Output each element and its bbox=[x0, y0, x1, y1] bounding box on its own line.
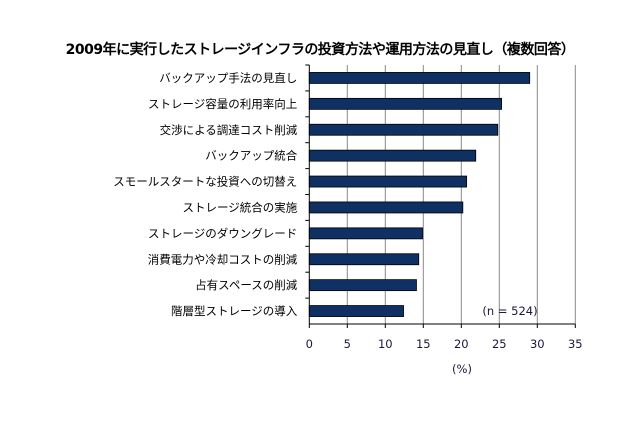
bar bbox=[308, 253, 420, 266]
bar bbox=[308, 149, 477, 162]
x-axis-label: (%) bbox=[452, 362, 472, 376]
x-tick-label: 25 bbox=[492, 337, 507, 351]
x-tick-label: 5 bbox=[344, 337, 351, 351]
category-label: ストレージ容量の利用率向上 bbox=[148, 97, 297, 111]
category-label: 交渉による調達コスト削減 bbox=[160, 123, 298, 137]
category-label: 消費電力や冷却コストの削減 bbox=[148, 252, 298, 266]
category-label: 階層型ストレージの導入 bbox=[171, 304, 298, 318]
sample-size-annotation: (n = 524) bbox=[482, 304, 537, 318]
x-tick-label: 35 bbox=[568, 337, 583, 351]
category-label: ストレージ統合の実施 bbox=[183, 200, 298, 214]
bar bbox=[308, 305, 404, 317]
bar bbox=[308, 123, 499, 136]
category-label: ストレージのダウングレード bbox=[148, 226, 297, 240]
category-label: バックアップ手法の見直し bbox=[159, 71, 297, 85]
bar bbox=[308, 279, 417, 292]
bar bbox=[308, 175, 468, 188]
chart-title: 2009年に実行したストレージインフラの投資方法や運用方法の見直し（複数回答） bbox=[65, 42, 575, 58]
bar bbox=[308, 72, 531, 84]
bar bbox=[308, 97, 502, 110]
bar bbox=[308, 227, 423, 240]
bar bbox=[308, 201, 464, 214]
x-tick-label: 30 bbox=[530, 337, 545, 351]
category-label: スモールスタートな投資への切替え bbox=[113, 175, 297, 189]
category-label: バックアップ統合 bbox=[205, 149, 297, 163]
x-tick-label: 20 bbox=[454, 337, 469, 351]
x-tick-label: 0 bbox=[306, 337, 313, 351]
x-tick-label: 15 bbox=[416, 337, 431, 351]
x-tick-label: 10 bbox=[378, 337, 393, 351]
category-label: 占有スペースの削減 bbox=[195, 278, 298, 292]
